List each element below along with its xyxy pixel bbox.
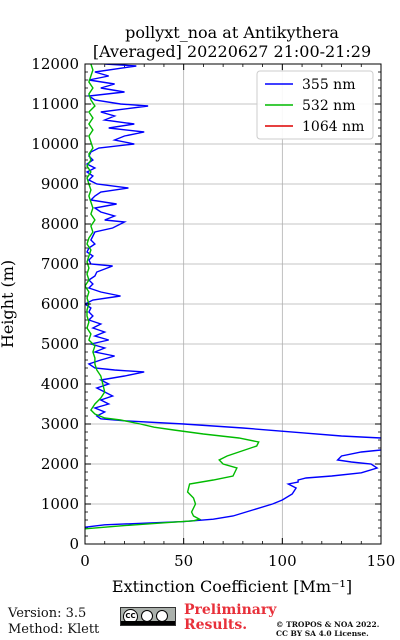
y-tick-label: 0 [69, 535, 79, 553]
preliminary-results-line1: Preliminary [184, 602, 277, 618]
version-label: Version: 3.5 [8, 606, 87, 621]
y-tick-label: 2000 [41, 455, 79, 473]
y-tick-label: 7000 [41, 255, 79, 273]
x-tick-label: 100 [268, 552, 297, 570]
y-tick-label: 10000 [31, 135, 79, 153]
legend-label: 1064 nm [302, 119, 364, 135]
y-tick-label: 5000 [41, 335, 79, 353]
x-tick-label: 0 [80, 552, 90, 570]
y-tick-label: 1000 [41, 495, 79, 513]
extinction-profile-chart: 0100020003000400050006000700080009000100… [0, 23, 395, 596]
y-tick-label: 11000 [31, 95, 79, 113]
preliminary-results-line2: Results. [184, 617, 248, 633]
cc-license-badge: CC [120, 607, 176, 626]
y-tick-label: 12000 [31, 55, 79, 73]
series-layer [85, 64, 381, 530]
copyright-line1: © TROPOS & NOA 2022. [276, 620, 380, 629]
x-axis-label: Extinction Coefficient [Mm⁻¹] [112, 577, 352, 596]
legend-box [256, 70, 374, 140]
y-tick-label: 9000 [41, 175, 79, 193]
y-tick-label: 6000 [41, 295, 79, 313]
x-tick-label: 150 [367, 552, 396, 570]
major-ticks [84, 63, 382, 545]
y-tick-label: 3000 [41, 415, 79, 433]
y-tick-label: 4000 [41, 375, 79, 393]
tick-labels: 0100020003000400050006000700080009000100… [31, 55, 395, 570]
copyright-line2: CC BY SA 4.0 License. [276, 629, 369, 638]
series-line-355-nm [85, 64, 381, 528]
method-label: Method: Klett [8, 622, 100, 637]
x-tick-label: 50 [174, 552, 193, 570]
legend: 355 nm 532 nm 1064 nm [256, 70, 374, 140]
chart-title-line2: [Averaged] 20220627 21:00-21:29 [93, 42, 371, 61]
chart-title-line1: pollyxt_noa at Antikythera [125, 23, 339, 42]
series-line-532-nm [85, 64, 260, 530]
badge-strip [121, 621, 175, 625]
y-tick-label: 8000 [41, 215, 79, 233]
legend-label: 532 nm [302, 98, 355, 114]
legend-label: 355 nm [302, 77, 355, 93]
y-axis-label: Height (m) [0, 260, 17, 348]
